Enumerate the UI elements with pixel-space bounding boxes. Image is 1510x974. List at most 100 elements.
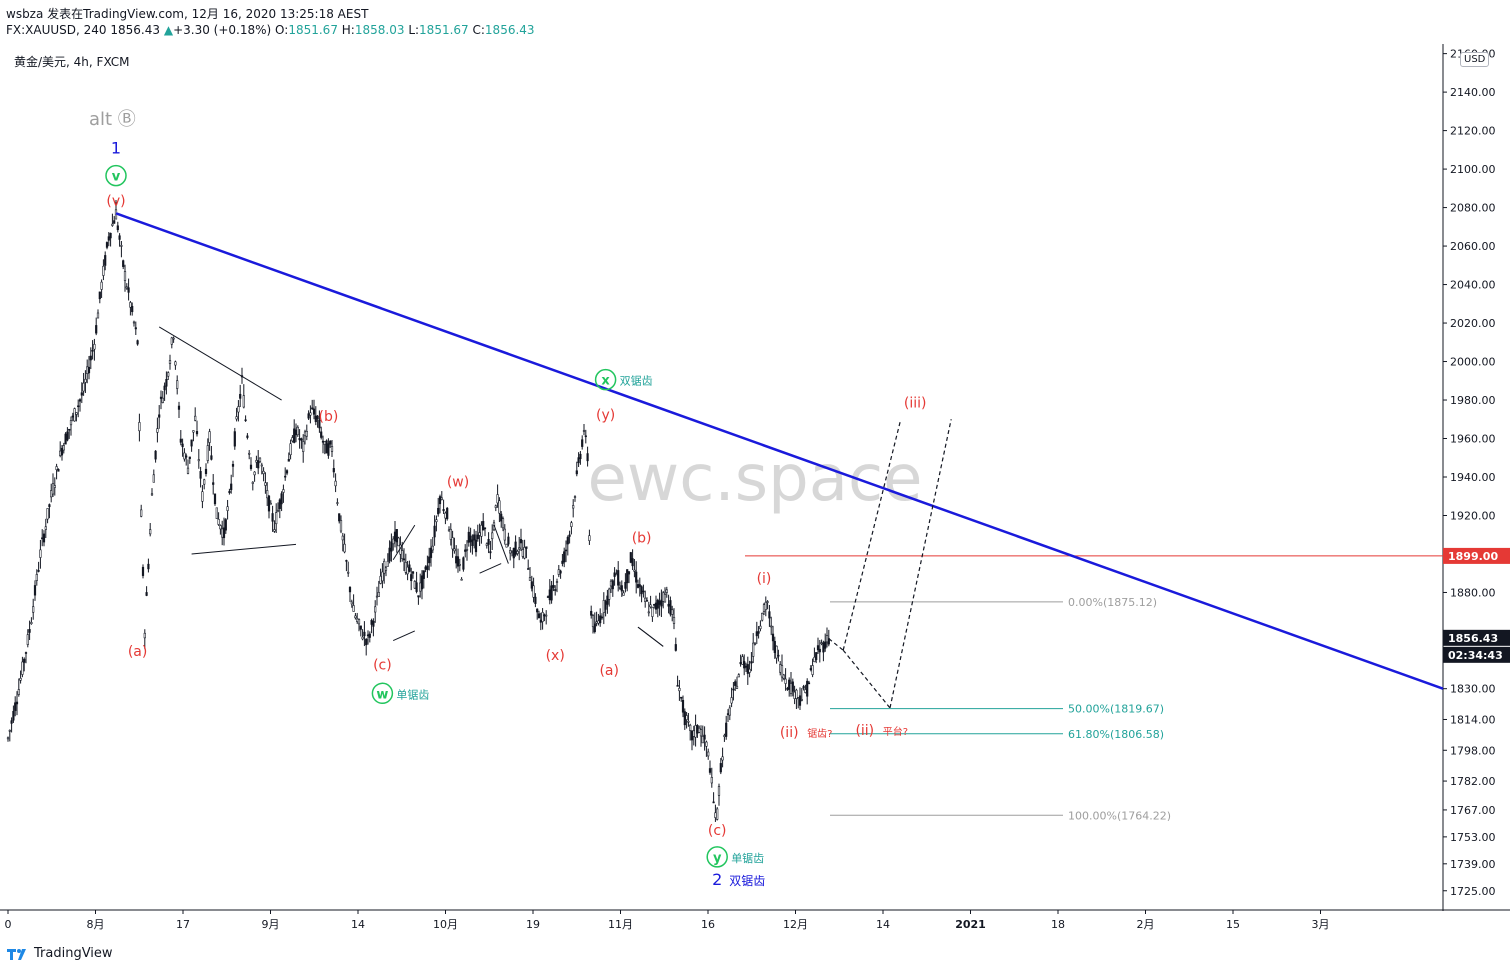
candle [293,419,296,444]
candle [746,656,749,685]
candle [793,685,796,705]
candle [489,540,492,560]
current-price-label: 1856.43 [1448,632,1498,645]
currency-badge[interactable]: USD [1460,52,1490,67]
candle [84,370,87,393]
candle [140,504,143,518]
wave-comment: 单锯齿 [731,851,764,865]
candle [215,507,218,519]
candle [149,523,152,537]
candle [543,613,546,622]
candle [386,553,389,567]
candle [282,484,285,503]
candle [658,592,661,616]
candle [752,633,755,664]
candle [201,485,204,509]
candle [266,482,269,506]
candle [194,407,197,422]
candle [23,657,26,672]
trendline [115,212,1444,690]
candle [775,645,778,664]
candle [163,382,166,401]
candle [689,723,692,741]
candle [275,503,278,534]
candle [312,399,316,420]
candle [708,760,712,775]
x-tick-label: 15 [1226,918,1240,931]
candle [123,264,127,292]
y-tick-label: 2100.00 [1450,163,1496,176]
candle [426,555,429,578]
candle [797,697,800,709]
candle [325,439,328,454]
candle [705,740,708,757]
wave-label: x [601,374,610,389]
tradingview-logo-icon [7,948,26,960]
candle [627,571,631,584]
candle [417,595,420,605]
candle [827,629,830,647]
candle [152,469,155,483]
candle [105,241,109,250]
candle [33,580,37,601]
footer-brand[interactable]: TradingView [6,946,113,961]
candle [212,474,215,495]
candle [384,566,388,577]
candle [818,639,821,663]
fib-level-label: 61.80%(1806.58) [1068,728,1164,741]
candle [82,372,85,396]
candle [809,665,812,672]
candle [674,637,677,652]
candle [539,612,542,631]
candle [816,637,820,654]
candle [111,213,114,227]
candle [381,563,384,589]
candle [570,520,573,535]
candle [577,452,580,467]
candle [287,452,290,462]
y-tick-label: 2020.00 [1450,317,1496,330]
low-value: 1851.67 [419,23,469,37]
candle [523,539,526,560]
candle [494,504,497,512]
candle [537,610,541,619]
x-tick-label: 0 [5,918,12,931]
candle [309,405,312,424]
candle [393,520,397,548]
y-tick-label: 1880.00 [1450,586,1496,599]
x-tick-label: 12月 [783,918,808,931]
candle [611,579,614,597]
candle [210,445,213,461]
candle [305,424,308,441]
candle [442,499,445,515]
candle [46,508,49,524]
candle [753,641,757,646]
candle [95,317,98,336]
candle [734,679,737,691]
price-change: +3.30 (+0.18%) [173,23,272,37]
countdown-label: 02:34:43 [1448,649,1503,662]
candle [176,375,179,395]
candle [602,592,605,625]
candle [343,533,346,554]
candle [415,571,418,594]
candle [278,498,281,519]
x-tick-label: 11月 [608,918,633,931]
wave-label: y [713,851,722,866]
candle [813,647,816,663]
candle [446,506,449,521]
candle [190,439,193,452]
y-tick-label: 2140.00 [1450,86,1496,99]
x-tick-label: 3月 [1312,918,1330,931]
last-price: 1856.43 [110,23,161,37]
candle [572,499,575,518]
candle [471,534,474,555]
candle [647,601,650,617]
candle [422,570,425,589]
candle [545,610,548,625]
candle [192,430,195,442]
candle [723,733,726,742]
candle [433,515,436,546]
candle [651,606,654,622]
